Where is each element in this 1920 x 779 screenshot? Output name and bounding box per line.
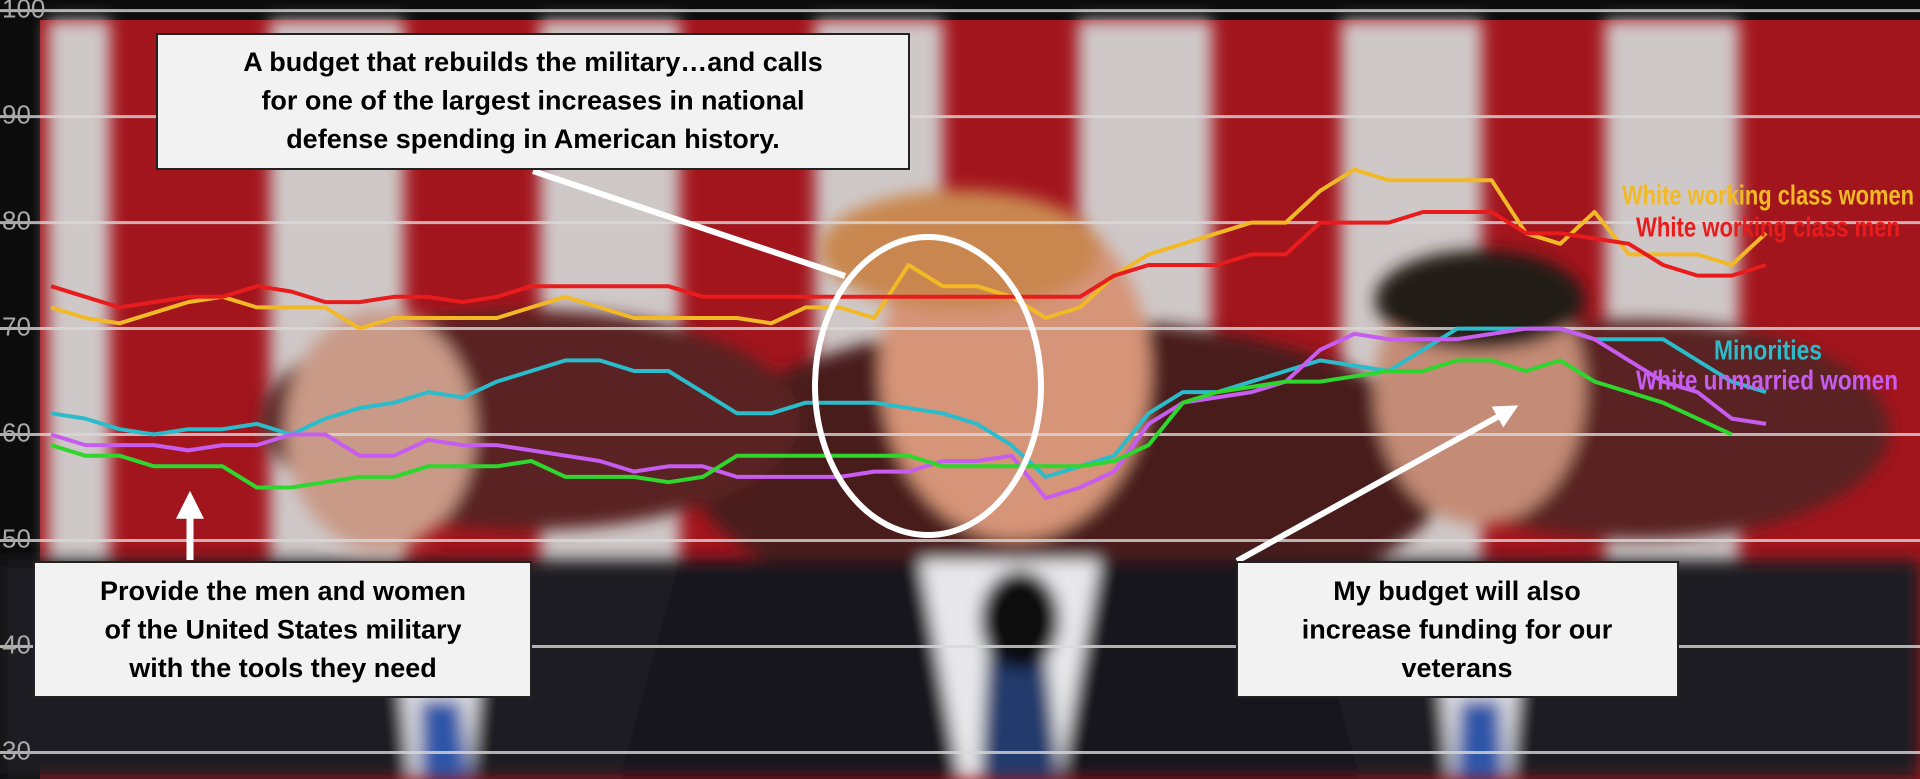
y-tick-label: 50 <box>2 523 31 553</box>
annotation-pointer <box>532 168 846 279</box>
series-line <box>50 358 1733 490</box>
y-tick-label: 100 <box>2 0 45 23</box>
y-tick-label: 90 <box>2 99 31 129</box>
annotation-text: with the tools they need <box>128 653 437 683</box>
annotation-text: for one of the largest increases in nati… <box>261 86 804 116</box>
annotation-arrow <box>1235 405 1519 564</box>
series-line <box>50 326 1767 501</box>
annotation-text: A budget that rebuilds the military…and … <box>243 47 823 77</box>
annotation-text: increase funding for our <box>1302 615 1613 645</box>
y-tick-label: 60 <box>2 417 31 447</box>
annotation-text: veterans <box>1401 653 1512 683</box>
y-tick-label: 80 <box>2 205 31 235</box>
annotations: A budget that rebuilds the military…and … <box>33 33 1679 698</box>
annotation-text: Provide the men and women <box>100 576 466 606</box>
series-line <box>50 326 1767 479</box>
series-label: White working class women <box>1622 179 1914 210</box>
annotation-box <box>156 33 910 170</box>
lines <box>50 167 1768 501</box>
annotation-box <box>1236 561 1679 698</box>
series-line <box>50 167 1768 331</box>
annotation-text: defense spending in American history. <box>286 124 780 154</box>
series-line <box>50 210 1767 310</box>
series-label: Minorities <box>1714 334 1822 365</box>
y-tick-label: 40 <box>2 629 31 659</box>
series-label: White working class men <box>1636 211 1900 242</box>
y-tick-label: 30 <box>2 735 31 765</box>
annotation-box <box>33 561 532 698</box>
annotation-text: My budget will also <box>1333 576 1581 606</box>
y-tick-label: 70 <box>2 311 31 341</box>
annotation-text: of the United States military <box>104 615 461 645</box>
series-label: White unmarried women <box>1636 364 1898 395</box>
highlight-ellipse <box>812 234 1044 538</box>
